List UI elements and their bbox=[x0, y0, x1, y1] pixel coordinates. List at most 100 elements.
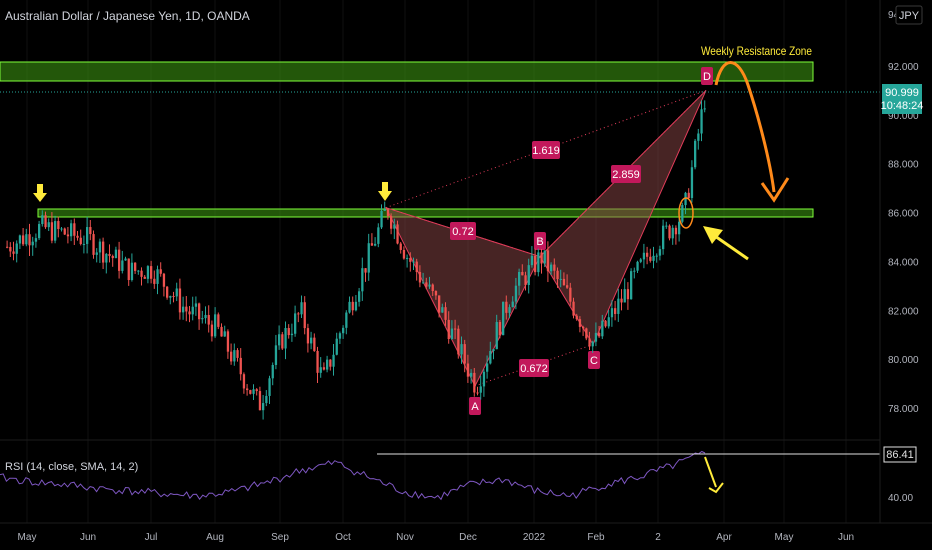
candle-body bbox=[156, 269, 159, 284]
candle-body bbox=[473, 372, 476, 393]
rsi-down-arrow bbox=[704, 456, 724, 494]
candle-body bbox=[377, 227, 380, 244]
currency-badge[interactable]: JPY bbox=[895, 5, 923, 25]
currency-badge-label: JPY bbox=[899, 10, 920, 22]
candle-body bbox=[162, 273, 166, 287]
candle-body bbox=[460, 344, 463, 355]
down-arrow-marker-2 bbox=[378, 182, 392, 201]
candle-body bbox=[665, 225, 668, 227]
candle-body bbox=[313, 337, 316, 351]
candle-body bbox=[258, 391, 262, 411]
price-tick-label: 94 bbox=[888, 10, 900, 21]
candle-body bbox=[130, 262, 134, 281]
candle-body bbox=[582, 326, 585, 329]
pattern-point-a: A bbox=[469, 397, 481, 415]
ratio-label-xad: 1.619 bbox=[532, 141, 560, 159]
candle-body bbox=[434, 291, 438, 296]
candle-body bbox=[422, 282, 425, 284]
candle-body bbox=[316, 350, 319, 373]
candle-body bbox=[505, 301, 508, 313]
candle-body bbox=[220, 326, 223, 337]
candle-body bbox=[354, 301, 358, 311]
candle-body bbox=[188, 311, 191, 315]
candle-body bbox=[63, 228, 66, 235]
candle-body bbox=[108, 253, 111, 256]
candle-body bbox=[700, 109, 703, 134]
candle-body bbox=[521, 272, 524, 276]
candle-body bbox=[575, 315, 578, 320]
candle-body bbox=[374, 243, 377, 246]
rsi-value: 86.41 bbox=[886, 449, 914, 461]
candle-body bbox=[636, 261, 639, 271]
candle-body bbox=[54, 221, 57, 241]
candle-body bbox=[604, 320, 607, 327]
candle-body bbox=[546, 250, 550, 272]
candle-body bbox=[364, 268, 367, 273]
candle-body bbox=[562, 278, 566, 286]
ratio-label-xab-text: 0.72 bbox=[452, 226, 473, 238]
candle-body bbox=[41, 215, 44, 225]
candle-body bbox=[242, 374, 246, 389]
candle-body bbox=[633, 270, 636, 272]
pattern-point-b-text: B bbox=[536, 236, 543, 248]
candle-body bbox=[598, 332, 601, 337]
candle-body bbox=[508, 307, 511, 313]
candle-body bbox=[185, 306, 188, 312]
candle-body bbox=[428, 284, 431, 287]
ratio-label-xab-bg bbox=[450, 222, 476, 240]
time-tick-label: Jun bbox=[80, 532, 96, 543]
candle-body bbox=[28, 234, 31, 246]
candle-body bbox=[105, 253, 108, 263]
candle-body bbox=[217, 314, 220, 327]
rsi-pane bbox=[0, 450, 706, 501]
candle-body bbox=[76, 235, 79, 238]
price-axis[interactable]: 78.000 80.000 82.000 84.000 86.000 88.000 90.0… bbox=[888, 10, 919, 504]
pattern-point-d: D bbox=[701, 67, 713, 85]
candle-body bbox=[159, 269, 162, 274]
ratio-label-bcd-text: 2.859 bbox=[612, 169, 640, 181]
candle-body bbox=[73, 223, 76, 236]
rsi-value-badge: 86.41 bbox=[883, 446, 917, 463]
candle-body bbox=[70, 223, 73, 237]
candle-body bbox=[399, 243, 402, 250]
candle-body bbox=[537, 252, 540, 273]
price-tick-label: 86.000 bbox=[888, 209, 919, 220]
candle-body bbox=[406, 257, 409, 259]
candle-body bbox=[194, 303, 198, 307]
time-tick-label: May bbox=[775, 532, 794, 543]
candle-body bbox=[114, 249, 118, 259]
candle-body bbox=[44, 215, 47, 228]
candle-body bbox=[287, 327, 290, 336]
candle-body bbox=[492, 349, 495, 351]
time-axis[interactable]: May Jun Jul Aug Sep Oct Nov Dec 2022 Feb 2 Apr May Ju… bbox=[18, 532, 855, 543]
price-tick-label: 92.000 bbox=[888, 62, 919, 73]
candle-body bbox=[550, 264, 553, 272]
candle-body bbox=[95, 252, 98, 255]
candle-body bbox=[150, 266, 153, 279]
pattern-point-b: B bbox=[534, 232, 546, 250]
candle-body bbox=[655, 255, 658, 257]
candle-body bbox=[588, 338, 591, 347]
price-tick-label: 90.000 bbox=[888, 111, 919, 122]
candle-body bbox=[438, 295, 441, 313]
candle-body bbox=[402, 249, 406, 259]
candle-body bbox=[300, 302, 303, 315]
time-tick-label: Sep bbox=[271, 532, 289, 543]
candle-body bbox=[671, 227, 674, 239]
candle-body bbox=[303, 302, 306, 329]
candle-body bbox=[662, 225, 665, 250]
candle-body bbox=[146, 266, 150, 279]
candle-body bbox=[489, 350, 492, 364]
candle-body bbox=[290, 333, 294, 336]
pattern-point-b-bg bbox=[534, 232, 546, 250]
candle-body bbox=[348, 301, 351, 313]
candle-body bbox=[415, 261, 418, 273]
candle-body bbox=[418, 272, 422, 283]
candle-body bbox=[134, 262, 137, 271]
candle-body bbox=[370, 243, 374, 246]
candle-body bbox=[236, 350, 239, 358]
candle-body bbox=[38, 224, 41, 239]
candle-body bbox=[329, 359, 332, 367]
candle-body bbox=[681, 205, 684, 222]
candle-body bbox=[169, 295, 172, 298]
